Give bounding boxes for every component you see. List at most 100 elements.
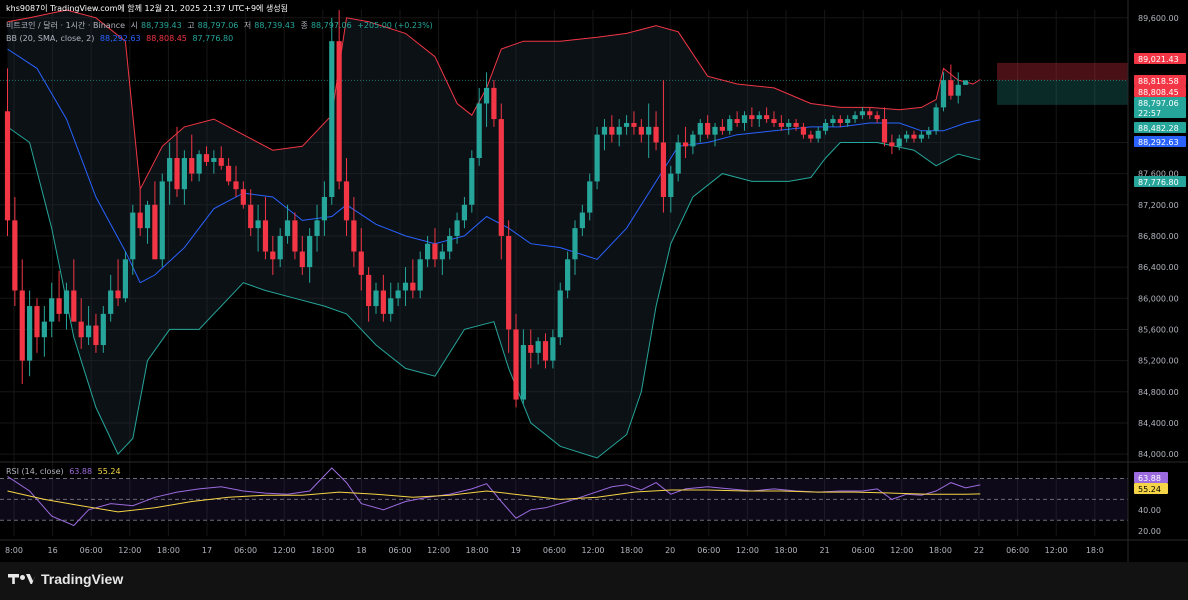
time-tick-label: 12:00	[1045, 546, 1068, 555]
candle-body	[918, 134, 924, 139]
rsi-badge-label: 63.88	[1138, 474, 1161, 483]
time-tick-label: 19	[511, 546, 521, 555]
candle-body	[727, 119, 733, 131]
candle-body	[800, 126, 807, 135]
candle-body	[734, 119, 740, 123]
candle-body	[49, 298, 55, 322]
close-value: 88,797.06	[310, 21, 352, 30]
candle-body	[808, 134, 814, 139]
candle-body	[675, 142, 681, 174]
time-tick-label: 12:00	[118, 546, 141, 555]
candle-body	[904, 134, 910, 139]
high-label: 고	[187, 21, 195, 30]
candle-body	[439, 251, 445, 260]
candle-body	[859, 111, 866, 116]
time-tick-label: 18:00	[620, 546, 643, 555]
candle-body	[417, 259, 423, 291]
price-tick-label: 84,800.00	[1138, 388, 1179, 397]
candle-body	[550, 337, 556, 361]
candle-body	[793, 122, 799, 127]
candle-body	[660, 142, 667, 197]
candle-body	[542, 341, 549, 361]
price-badge	[1134, 107, 1186, 118]
low-label: 저	[243, 21, 252, 30]
time-tick-label: 12:00	[427, 546, 450, 555]
price-badge	[1134, 86, 1186, 97]
time-tick-label: 18:00	[311, 546, 334, 555]
candle-body	[933, 107, 939, 131]
candle-body	[491, 87, 497, 120]
candle-body	[520, 345, 526, 400]
candle-body	[572, 228, 578, 260]
candle-body	[594, 134, 600, 182]
candle-body	[137, 212, 143, 229]
rsi-pane	[0, 467, 1128, 527]
candle-body	[248, 204, 254, 229]
candle-body	[307, 235, 313, 268]
candle-body	[19, 290, 25, 361]
time-tick-label: 21	[820, 546, 830, 555]
candle-body	[764, 115, 770, 120]
price-badge	[1134, 176, 1186, 187]
candle-body	[705, 122, 711, 135]
time-tick-label: 06:00	[697, 546, 720, 555]
bb-label[interactable]: BB (20, SMA, close, 2)	[6, 34, 95, 43]
candle-body	[167, 158, 173, 182]
candle-body	[115, 290, 121, 299]
price-tick-label: 87,200.00	[1138, 201, 1179, 210]
candle-body	[63, 290, 70, 314]
candle-body	[476, 103, 482, 159]
candle-body	[528, 345, 534, 353]
open-value: 88,739.43	[141, 21, 182, 30]
price-badge-label: 87,776.80	[1138, 178, 1179, 187]
price-tick-label: 86,800.00	[1138, 232, 1179, 241]
candle-body	[351, 220, 357, 252]
candle-body	[911, 134, 917, 139]
time-tick-label: 22	[974, 546, 984, 555]
candle-body	[130, 212, 136, 260]
price-badge-label: 22:57	[1138, 109, 1161, 118]
candle-body	[299, 251, 305, 268]
chart-grid	[0, 10, 1188, 536]
symbol-name[interactable]: 비트코인 / 달러 · 1시간 · Binance	[6, 21, 126, 30]
candle-body	[653, 126, 659, 143]
price-badge-label: 88,818.58	[1138, 77, 1179, 86]
candle-body	[557, 290, 563, 338]
candle-body	[27, 306, 33, 361]
candle-body	[741, 115, 748, 123]
candle-body	[461, 204, 468, 221]
bb-upper-value: 88,808.45	[146, 34, 187, 43]
rsi-tick-label: 20.00	[1138, 527, 1161, 536]
candle-body	[786, 122, 792, 127]
candle-body	[4, 111, 11, 221]
time-tick-label: 8:00	[5, 546, 23, 555]
price-tick-label: 89,600.00	[1138, 14, 1179, 23]
candle-body	[314, 220, 320, 236]
time-tick-label: 20	[665, 546, 675, 555]
candle-body	[697, 122, 703, 135]
candle-body	[108, 290, 114, 314]
candle-body	[240, 189, 246, 205]
candle-body	[638, 126, 644, 135]
candle-body	[34, 306, 40, 338]
candle-body	[668, 173, 674, 197]
candle-body	[292, 220, 298, 252]
bb-basis-line	[7, 48, 981, 284]
candle-body	[424, 243, 431, 260]
rsi-line	[7, 467, 981, 527]
tradingview-logo[interactable]: TradingView	[8, 571, 123, 587]
candle-body	[380, 290, 386, 314]
candle-body	[535, 341, 541, 353]
candle-body	[469, 158, 475, 205]
candle-body	[874, 115, 880, 120]
candle-body	[255, 220, 261, 229]
time-tick-label: 12:00	[581, 546, 604, 555]
rsi-badge	[1134, 472, 1168, 483]
candle-body	[454, 220, 460, 236]
rsi-label[interactable]: RSI (14, close)	[6, 467, 64, 476]
candle-body	[395, 290, 401, 299]
rsi-badge	[1134, 483, 1168, 494]
price-badge	[1134, 53, 1186, 64]
